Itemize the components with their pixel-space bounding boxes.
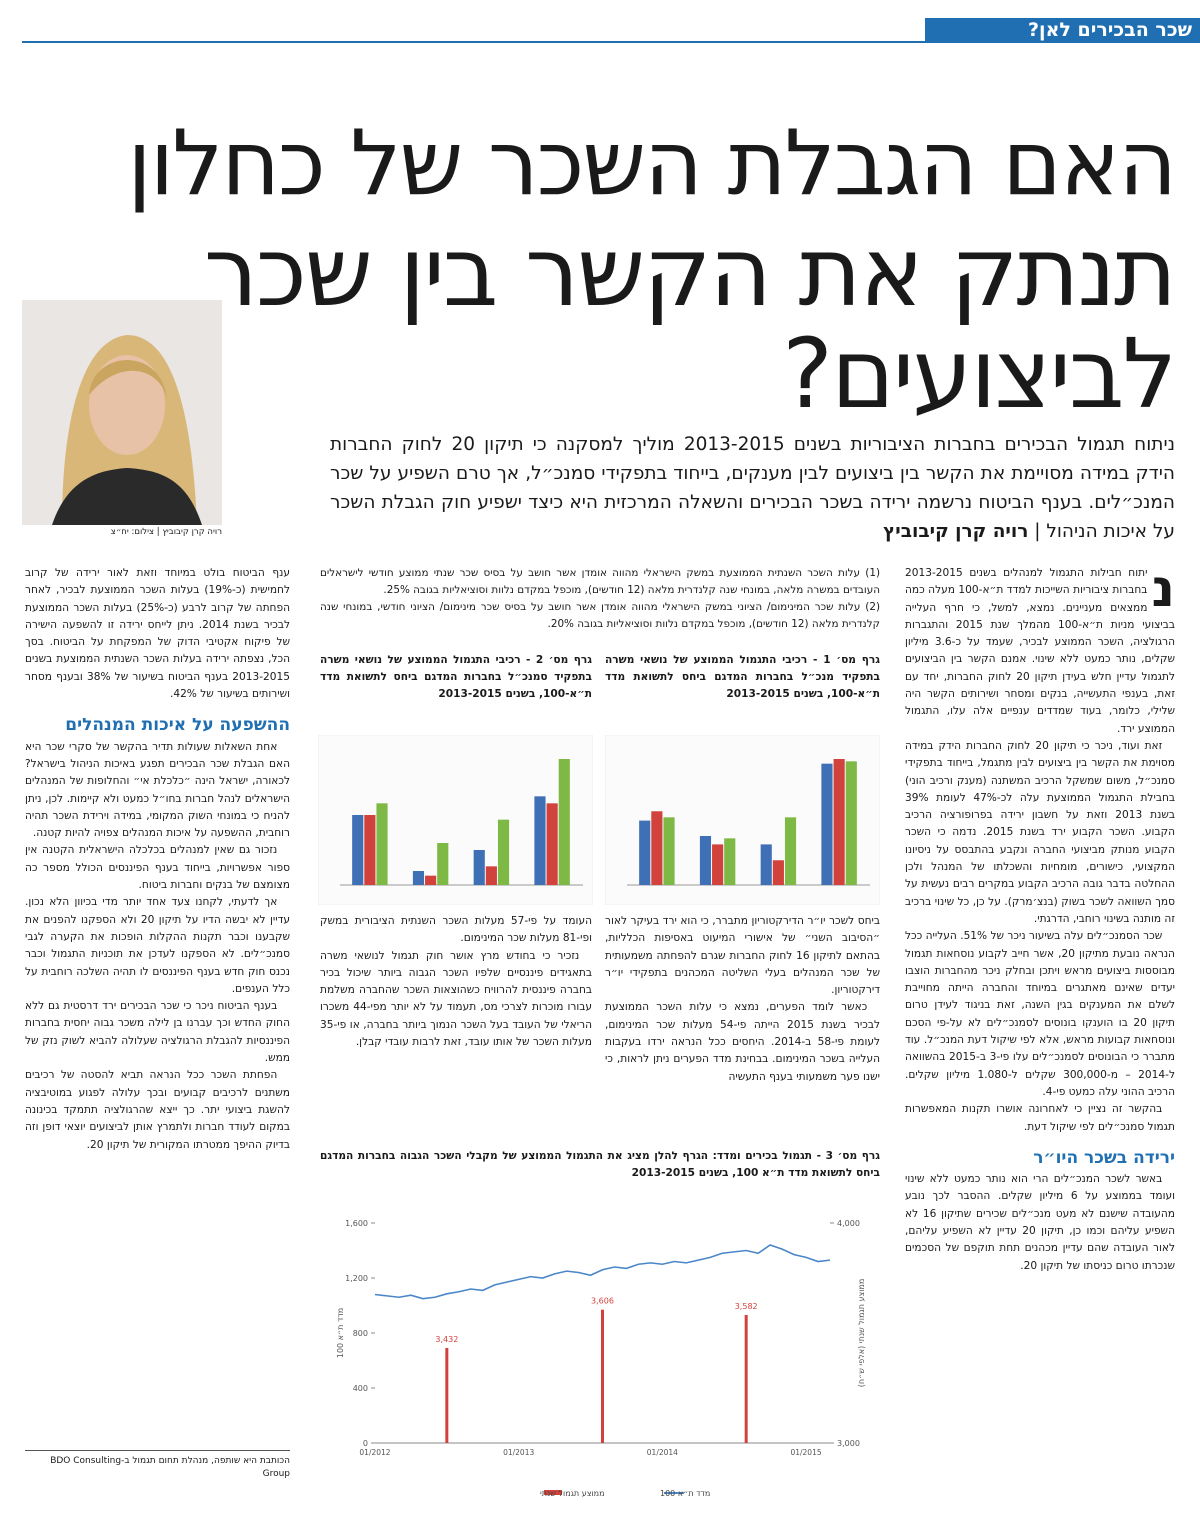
- bar: [412, 871, 425, 885]
- paragraph: נ יתוח חבילות התגמול למנהלים בשנים 2013-2…: [905, 565, 1175, 738]
- bar: [663, 817, 675, 885]
- bar: [485, 866, 497, 885]
- bar-chart: [318, 735, 593, 905]
- bar: [639, 820, 651, 885]
- bar: [760, 844, 772, 885]
- bar: [546, 803, 558, 885]
- y-tick-label: 0: [363, 1439, 368, 1448]
- bar: [772, 860, 784, 885]
- subheading: ירידה בשכר היו״ר: [1033, 1147, 1175, 1168]
- paragraph: הפחתת השכר ככל הנראה תביא להסטה של רכיבי…: [25, 1069, 290, 1151]
- chart-caption: גרף מס׳ 1 - רכיבי התגמול הממוצע של נושאי…: [605, 654, 880, 700]
- data-label: 3,432: [435, 1335, 458, 1344]
- paragraph: ביחס לשכר יו״ר הדירקטוריון מתברר, כי הוא…: [605, 915, 880, 997]
- bar: [651, 811, 663, 885]
- paragraph-text: יתוח חבילות התגמול למנהלים בשנים 2013-20…: [905, 567, 1175, 735]
- text-column: ענף הביטוח בולט במיוחד וזאת לאור ירידה ש…: [25, 565, 290, 1445]
- bar: [364, 815, 376, 885]
- data-label: 3,582: [735, 1302, 758, 1311]
- text-column: ביחס לשכר יו״ר הדירקטוריון מתברר, כי הוא…: [605, 913, 880, 1128]
- y-tick-label: 400: [353, 1384, 368, 1393]
- subtitle-text: ניתוח תגמול הבכירים בחברות הציבוריות בשנ…: [330, 434, 1175, 542]
- subtitle: ניתוח תגמול הבכירים בחברות הציבוריות בשנ…: [330, 430, 1175, 546]
- bar: [821, 763, 833, 885]
- photo-caption: רויה קרן קיבוביץ | צילום: יח״צ: [110, 527, 222, 537]
- paragraph: העומד על פי-57 מעלות השכר השנתית הציבורי…: [320, 915, 592, 945]
- paragraph: נזכיר כי בחודש מרץ אושר חוק תגמול לנושאי…: [320, 949, 592, 1049]
- y-tick-label: 1,200: [345, 1274, 368, 1283]
- headline: האם הגבלת השכר של כחלון: [127, 111, 1177, 216]
- author-note: הכותבת היא שותפה, מנהלת תחום תגמול ב-BDO…: [25, 1450, 290, 1481]
- x-tick-label: 01/2014: [647, 1448, 678, 1457]
- bar: [445, 1347, 449, 1443]
- legend-label: מדד ת״א 100: [660, 1489, 710, 1498]
- y-tick-label: 1,600: [345, 1219, 368, 1228]
- legend-swatch: [544, 1490, 562, 1495]
- data-label: 3,606: [591, 1297, 614, 1306]
- header-rule: [22, 41, 1200, 43]
- bar: [833, 759, 845, 885]
- section-label: שכר הבכירים לאן?: [925, 18, 1200, 43]
- paragraph: בהקשר זה נציין כי לאחרונה אושרו תקנות המ…: [905, 1103, 1175, 1133]
- headline: תנתק את הקשר בין שכר: [203, 216, 1177, 328]
- bar: [352, 815, 364, 885]
- paragraph: ענף הביטוח בולט במיוחד וזאת לאור ירידה ש…: [25, 567, 290, 701]
- bar: [376, 803, 388, 885]
- bar: [744, 1314, 748, 1443]
- y2-tick-label: 4,000: [837, 1219, 860, 1228]
- y-axis-title: מדד ת״א 100: [336, 1308, 345, 1358]
- footnote: (2) עלות שכר המינימום/ הציוני במשק הישרא…: [320, 601, 880, 630]
- bar: [712, 844, 724, 885]
- x-tick-label: 01/2013: [503, 1448, 534, 1457]
- bar: [699, 836, 712, 885]
- bar: [724, 838, 736, 885]
- byline: רויה קרן קיבוביץ: [883, 521, 1029, 542]
- bar: [845, 761, 857, 885]
- bar: [534, 796, 546, 885]
- bar: [497, 819, 510, 885]
- y-tick-label: 800: [353, 1329, 368, 1338]
- x-tick-label: 01/2012: [359, 1448, 390, 1457]
- paragraph: נזכור גם שאין למנהלים בכלכלה הישראלית הק…: [25, 844, 290, 892]
- paragraph: אך לדעתי, לקחנו צעד אחד יותר מדי בכיוון …: [25, 896, 290, 995]
- bar-chart: [605, 735, 880, 905]
- paragraph: בענף הביטוח ניכר כי שכר הבכירים ירד דרסט…: [25, 1000, 290, 1065]
- paragraph: כאשר לומד הפערים, נמצא כי עלות השכר הממו…: [605, 1001, 880, 1083]
- legend-label: ממוצע תגמול שנתי: [540, 1489, 605, 1498]
- bar: [558, 759, 570, 885]
- paragraph: אחת השאלות שעולות תדיר בהקשר של סקרי שכר…: [25, 740, 290, 840]
- bar: [425, 875, 437, 885]
- headline: לביצועים?: [782, 318, 1177, 430]
- y2-tick-label: 3,000: [837, 1439, 860, 1448]
- footnote: (1) עלות השכר השנתית הממוצעת במשק הישראל…: [320, 567, 880, 596]
- subheading: ההשפעה על איכות המנהלים: [65, 715, 290, 736]
- drop-cap: נ: [1151, 565, 1175, 619]
- line-chart: 0 400 800 1,200 1,600 3,000 4,000 01/2012 01/201…: [336, 1219, 866, 1498]
- bar: [437, 843, 449, 885]
- text-column: נ יתוח חבילות התגמול למנהלים בשנים 2013-2…: [905, 565, 1175, 1505]
- chart-caption: גרף מס׳ 3 - תגמול בכירים ומדד: הגרף להלן…: [320, 1150, 880, 1179]
- paragraph: שכר הסמנכ״לים עלה בשיעור ניכר של 51%. הע…: [905, 930, 1175, 1098]
- paragraph: זאת ועוד, ניכר כי תיקון 20 לחוק החברות ה…: [905, 739, 1175, 925]
- chart-caption: גרף מס׳ 2 - רכיבי התגמול הממוצע של נושאי…: [320, 654, 592, 700]
- bar: [784, 817, 797, 885]
- paragraph: באשר לשכר המנכ״לים הרי הוא נותר כמעט ללא…: [905, 1173, 1175, 1272]
- line: [374, 1244, 831, 1300]
- y2-axis-title: ממוצע תגמול שנתי (אלפי ש״ח): [857, 1279, 866, 1388]
- author-photo: [22, 300, 222, 525]
- bar: [601, 1309, 604, 1443]
- text-column: העומד על פי-57 מעלות השכר השנתית הציבורי…: [320, 913, 592, 1128]
- footnotes: (1) עלות השכר השנתית הממוצעת במשק הישראל…: [320, 565, 880, 633]
- x-tick-label: 01/2015: [790, 1448, 821, 1457]
- bar: [473, 850, 485, 885]
